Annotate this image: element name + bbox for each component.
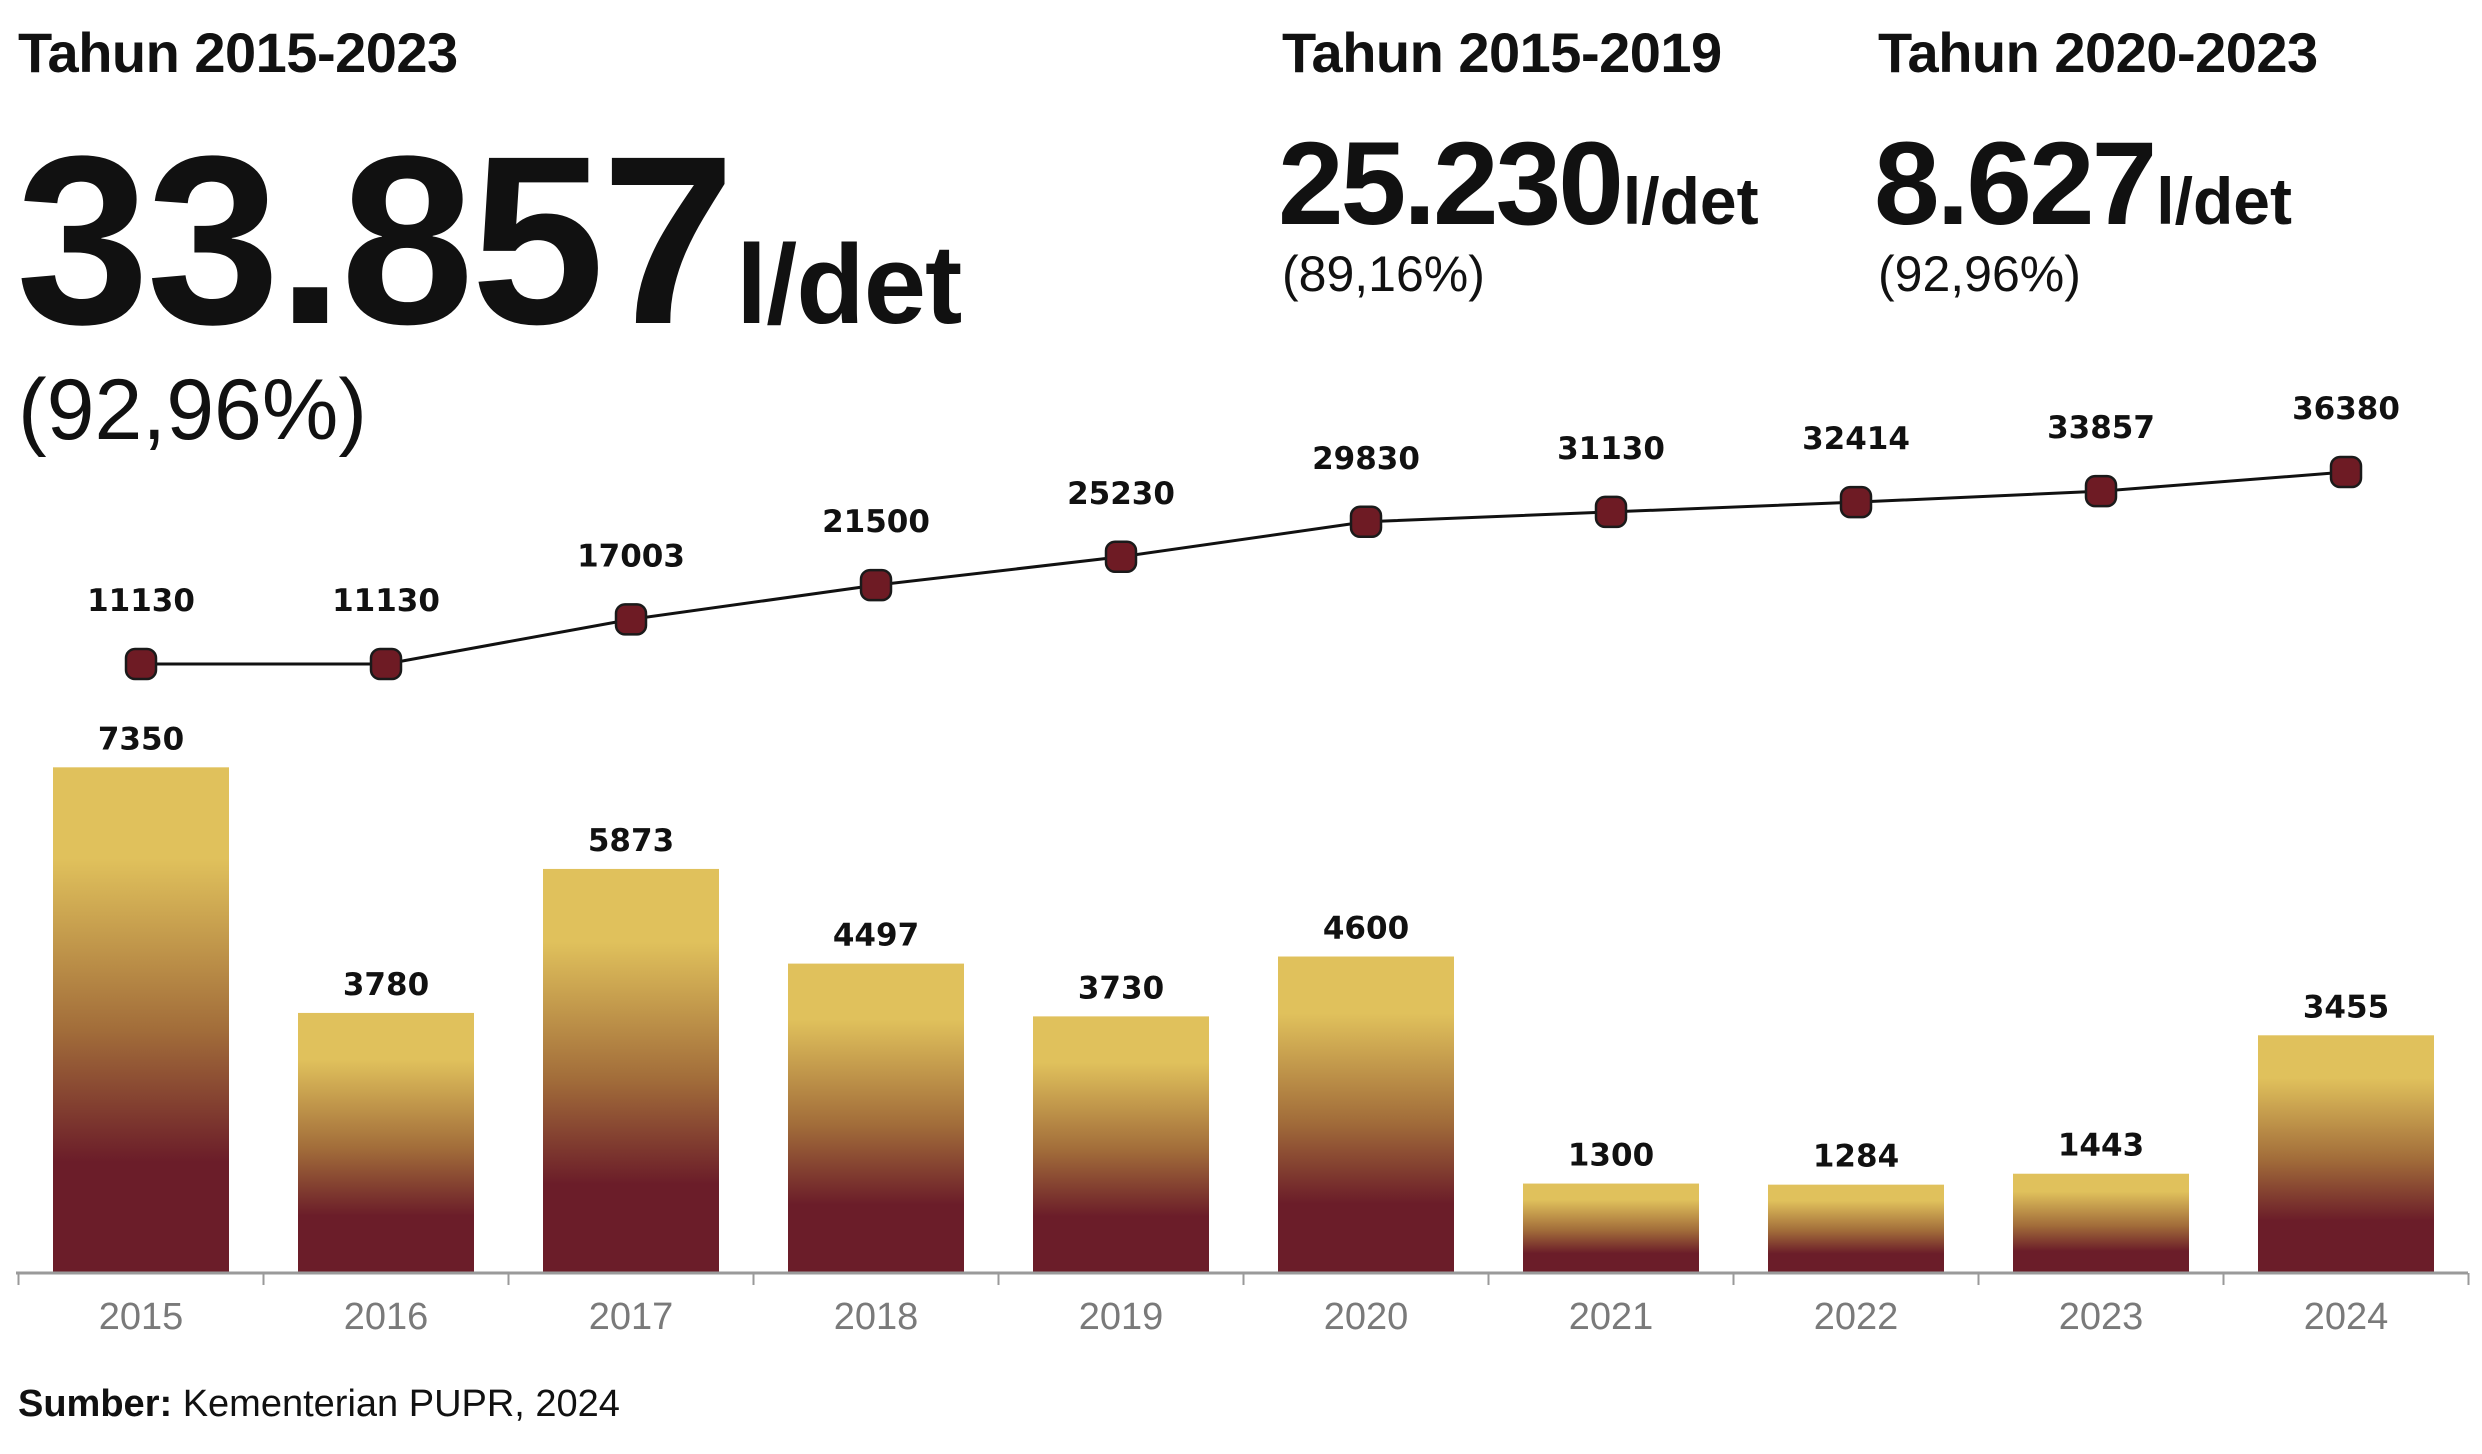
bar-2022 [1768, 1184, 1944, 1273]
bar-labels-group: 7350 3780 5873 4497 3730 4600 1300 1284 1443 3455 [98, 721, 2389, 1174]
line-point-2024 [2329, 455, 2363, 489]
x-tick-label-2024: 2024 [2304, 1296, 2389, 1338]
bar-label-2018: 4497 [833, 918, 919, 954]
line-point-2017 [614, 603, 648, 636]
source-label: Sumber: [18, 1383, 173, 1425]
line-labels-group: 11130 11130 17003 21500 25230 29830 31130 32414… [87, 391, 2400, 619]
line-point-2015 [124, 647, 158, 681]
period1-value: 25.230l/det [1278, 124, 1759, 261]
bar-2020 [1278, 956, 1454, 1273]
x-tick-label-2022: 2022 [1814, 1296, 1899, 1338]
line-label-2019: 25230 [1067, 476, 1175, 512]
line-point-2019 [1104, 540, 1138, 574]
bar-2019 [1033, 1016, 1209, 1273]
x-tick-label-2017: 2017 [589, 1296, 674, 1338]
line-markers-group [124, 455, 2363, 681]
period1-percent: (89,16%) [1282, 246, 1485, 302]
main-total-number: 33.857 [16, 106, 735, 374]
line-label-2015: 11130 [87, 583, 195, 619]
line-point-2016 [369, 647, 403, 681]
source-note: Sumber: Kementerian PUPR, 2024 [18, 1382, 620, 1426]
x-tick-label-2019: 2019 [1079, 1296, 1164, 1338]
period2-number: 8.627 [1874, 118, 2157, 250]
line-point-2018 [859, 568, 893, 602]
bar-label-2020: 4600 [1323, 911, 1409, 947]
line-label-2021: 31130 [1557, 431, 1665, 467]
bar-2023 [2013, 1173, 2189, 1273]
x-tick-label-2015: 2015 [99, 1296, 184, 1338]
line-point-2023 [2084, 474, 2118, 508]
x-tick-label-2020: 2020 [1324, 1296, 1409, 1338]
period2-unit: l/det [2156, 164, 2292, 238]
main-total-value: 33.857l/det [16, 120, 962, 405]
period2-percent: (92,96%) [1878, 246, 2081, 302]
period2-title: Tahun 2020-2023 [1878, 21, 2318, 84]
bars-group [53, 767, 2434, 1273]
x-tick-label-2016: 2016 [344, 1296, 429, 1338]
bar-label-2015: 7350 [98, 721, 184, 757]
main-total-unit: l/det [736, 222, 962, 347]
bar-2018 [788, 963, 964, 1273]
bar-label-2022: 1284 [1813, 1139, 1899, 1175]
bar-2015 [53, 767, 229, 1273]
period1-unit: l/det [1622, 164, 1759, 238]
bar-label-2021: 1300 [1568, 1138, 1654, 1174]
main-period-title: Tahun 2015-2023 [18, 21, 458, 84]
x-tick-label-2018: 2018 [834, 1296, 919, 1338]
line-label-2016: 11130 [332, 583, 440, 619]
bar-label-2016: 3780 [343, 967, 429, 1003]
bar-2017 [543, 868, 719, 1273]
line-label-2023: 33857 [2047, 410, 2155, 446]
line-point-2022 [1839, 485, 1873, 519]
line-label-2017: 17003 [577, 538, 685, 574]
bar-label-2019: 3730 [1078, 970, 1164, 1006]
period1-number: 25.230 [1278, 118, 1624, 250]
period2-value: 8.627l/det [1874, 124, 2292, 261]
source-text: Kementerian PUPR, 2024 [182, 1383, 620, 1425]
x-axis-ticks [17, 1273, 2470, 1285]
bar-label-2017: 5873 [588, 823, 674, 859]
line-label-2022: 32414 [1802, 421, 1910, 457]
line-label-2024: 36380 [2292, 391, 2400, 427]
bar-label-2023: 1443 [2058, 1128, 2144, 1164]
period1-title: Tahun 2015-2019 [1282, 21, 1722, 84]
bar-2016 [298, 1012, 474, 1273]
x-tick-label-2023: 2023 [2059, 1296, 2144, 1338]
line-label-2020: 29830 [1312, 441, 1420, 477]
line-point-2021 [1594, 495, 1628, 529]
main-total-percent: (92,96%) [18, 362, 367, 458]
line-point-2020 [1349, 505, 1383, 539]
x-tick-label-2021: 2021 [1569, 1296, 1654, 1338]
bar-2021 [1523, 1183, 1699, 1273]
x-axis-labels: 2015 2016 2017 2018 2019 2020 2021 2022 2023 2024 [99, 1296, 2389, 1338]
bar-label-2024: 3455 [2303, 989, 2389, 1025]
cumulative-line [141, 470, 2347, 666]
line-label-2018: 21500 [822, 504, 930, 540]
bar-2024 [2258, 1035, 2434, 1273]
